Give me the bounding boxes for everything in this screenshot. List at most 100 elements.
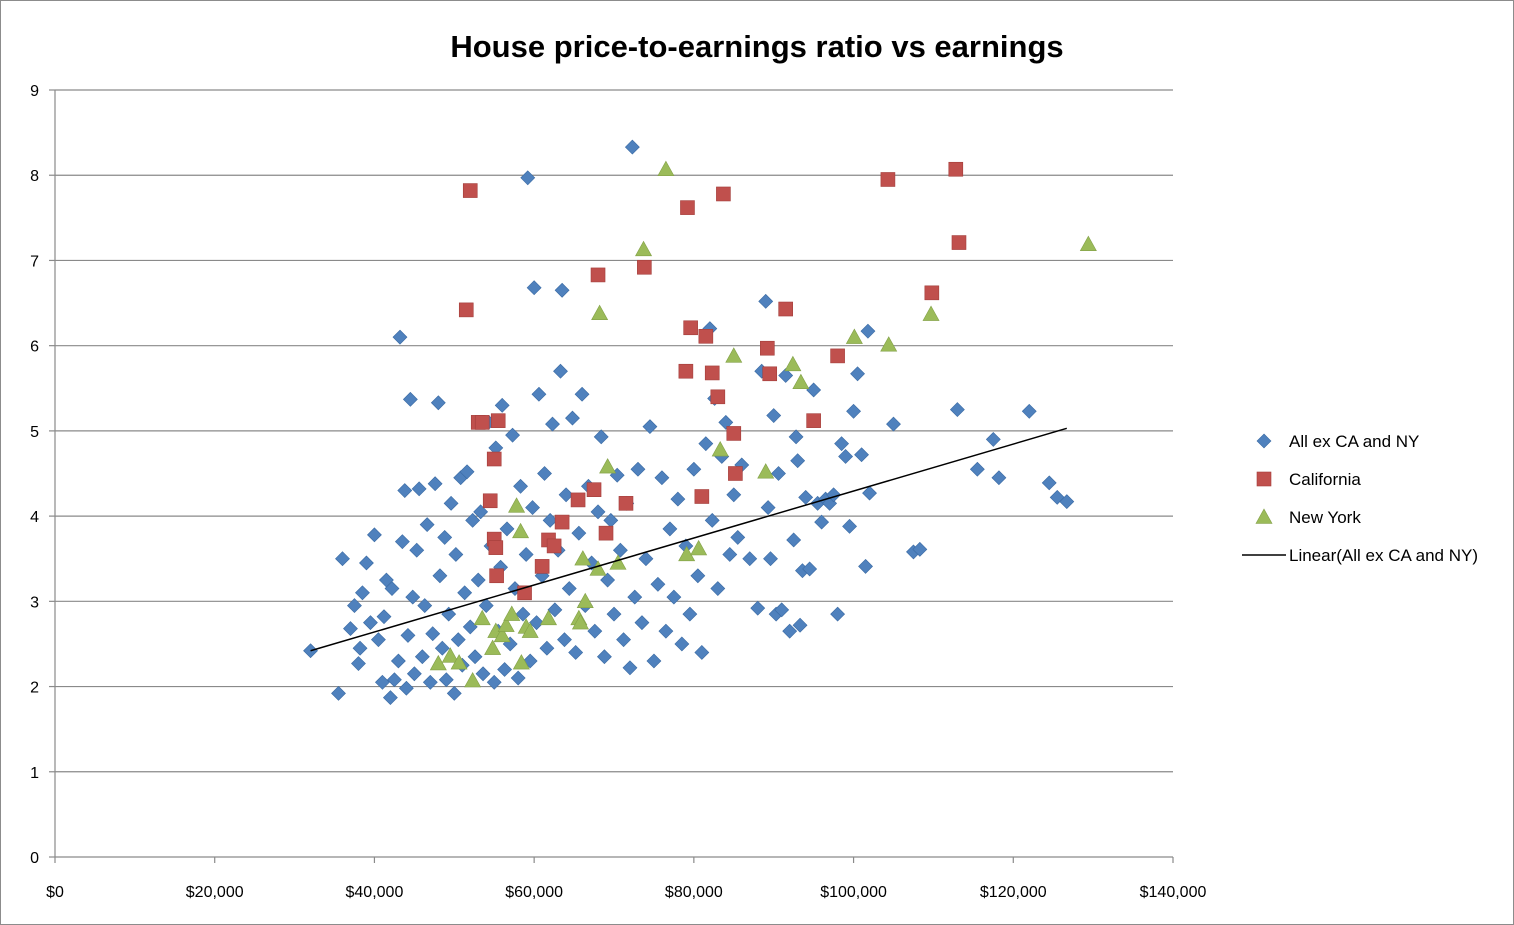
data-point-california xyxy=(948,161,964,177)
data-point-all-ex-ca-and-ny xyxy=(616,632,632,648)
data-point-all-ex-ca-and-ny xyxy=(343,621,358,637)
data-point-all-ex-ca-and-ny xyxy=(627,589,643,605)
data-point-all-ex-ca-and-ny xyxy=(384,581,400,596)
data-point-all-ex-ca-and-ny xyxy=(374,674,390,690)
data-point-all-ex-ca-and-ny xyxy=(662,521,678,537)
data-point-all-ex-ca-and-ny xyxy=(830,606,846,622)
data-point-new-york xyxy=(1079,235,1097,251)
data-point-all-ex-ca-and-ny xyxy=(406,666,422,682)
data-point-new-york xyxy=(690,539,708,556)
y-tick-label: 3 xyxy=(30,594,39,611)
data-point-all-ex-ca-and-ny xyxy=(465,512,481,528)
data-point-all-ex-ca-and-ny xyxy=(462,619,478,635)
data-point-new-york xyxy=(591,304,609,320)
data-point-all-ex-ca-and-ny xyxy=(475,666,491,682)
data-point-all-ex-ca-and-ny xyxy=(478,598,494,614)
data-point-california xyxy=(680,200,695,215)
data-point-california xyxy=(760,340,775,356)
data-point-all-ex-ca-and-ny xyxy=(446,685,462,701)
data-point-all-ex-ca-and-ny xyxy=(991,470,1007,486)
data-point-all-ex-ca-and-ny xyxy=(704,512,720,528)
data-point-all-ex-ca-and-ny xyxy=(402,391,418,407)
data-point-all-ex-ca-and-ny xyxy=(912,541,928,557)
data-point-all-ex-ca-and-ny xyxy=(860,323,876,339)
data-point-all-ex-ca-and-ny xyxy=(568,645,584,660)
data-point-all-ex-ca-and-ny xyxy=(450,632,466,648)
data-point-all-ex-ca-and-ny xyxy=(515,606,531,622)
data-point-new-york xyxy=(429,654,447,671)
data-point-all-ex-ca-and-ny xyxy=(459,464,475,480)
data-point-new-york xyxy=(508,497,526,513)
data-point-all-ex-ca-and-ny xyxy=(529,615,544,631)
data-point-all-ex-ca-and-ny xyxy=(593,429,609,445)
data-points xyxy=(303,139,1097,706)
data-point-all-ex-ca-and-ny xyxy=(790,453,806,469)
data-point-all-ex-ca-and-ny xyxy=(398,680,414,696)
data-point-all-ex-ca-and-ny xyxy=(467,649,483,665)
data-point-all-ex-ca-and-ny xyxy=(854,447,869,463)
data-point-california xyxy=(683,320,698,336)
data-point-all-ex-ca-and-ny xyxy=(838,449,854,464)
data-point-all-ex-ca-and-ny xyxy=(771,466,786,481)
data-point-new-york xyxy=(725,347,743,363)
data-point-all-ex-ca-and-ny xyxy=(547,602,563,618)
data-point-california xyxy=(880,172,896,187)
data-point-new-york xyxy=(571,614,589,630)
data-point-california xyxy=(830,348,845,364)
data-point-all-ex-ca-and-ny xyxy=(494,397,510,413)
data-point-new-york xyxy=(441,647,459,663)
data-point-california xyxy=(951,235,967,250)
data-point-all-ex-ca-and-ny xyxy=(347,598,362,614)
data-point-all-ex-ca-and-ny xyxy=(624,139,640,155)
data-point-all-ex-ca-and-ny xyxy=(587,623,603,639)
data-point-california xyxy=(637,259,652,275)
data-point-california xyxy=(924,285,940,301)
data-point-new-york xyxy=(493,626,511,643)
data-point-all-ex-ca-and-ny xyxy=(630,461,646,477)
data-point-all-ex-ca-and-ny xyxy=(1021,403,1037,419)
data-point-new-york xyxy=(497,616,515,632)
data-point-all-ex-ca-and-ny xyxy=(658,623,674,639)
data-point-california xyxy=(534,559,550,574)
data-point-all-ex-ca-and-ny xyxy=(434,640,450,656)
series-california xyxy=(458,161,967,601)
data-point-all-ex-ca-and-ny xyxy=(331,685,346,701)
data-point-all-ex-ca-and-ny xyxy=(686,461,702,477)
data-point-all-ex-ca-and-ny xyxy=(425,626,441,642)
data-point-all-ex-ca-and-ny xyxy=(650,576,666,592)
data-point-new-york xyxy=(540,609,558,626)
data-point-all-ex-ca-and-ny xyxy=(531,386,547,402)
data-point-all-ex-ca-and-ny xyxy=(553,363,568,379)
data-point-all-ex-ca-and-ny xyxy=(411,481,427,497)
legend-label: All ex CA and NY xyxy=(1289,432,1419,451)
legend-label: Linear(All ex CA and NY) xyxy=(1289,546,1478,565)
data-point-all-ex-ca-and-ny xyxy=(730,529,746,545)
data-point-new-york xyxy=(678,545,696,562)
data-point-all-ex-ca-and-ny xyxy=(414,649,430,665)
y-tick-label: 0 xyxy=(30,850,39,867)
data-point-california xyxy=(570,492,586,508)
data-point-new-york xyxy=(784,355,802,372)
x-axis-ticks: $0 $20,000 $40,000 $60,000 $80,000 $100,000 $1… xyxy=(46,857,1206,901)
data-point-california xyxy=(678,363,694,379)
data-point-california xyxy=(482,493,498,509)
data-point-new-york xyxy=(599,458,617,474)
data-point-all-ex-ca-and-ny xyxy=(443,495,459,511)
data-point-all-ex-ca-and-ny xyxy=(698,436,714,452)
data-point-california xyxy=(728,466,743,481)
data-point-new-york xyxy=(792,373,810,390)
data-point-all-ex-ca-and-ny xyxy=(565,410,580,426)
data-point-all-ex-ca-and-ny xyxy=(382,690,398,706)
data-point-california xyxy=(762,366,778,382)
data-point-new-york xyxy=(711,441,729,457)
data-point-all-ex-ca-and-ny xyxy=(806,382,822,398)
data-point-california xyxy=(458,302,474,318)
y-tick-label: 7 xyxy=(30,253,39,270)
data-point-california xyxy=(590,267,606,283)
y-tick-label: 2 xyxy=(30,680,39,697)
data-point-california xyxy=(694,489,710,504)
data-point-all-ex-ca-and-ny xyxy=(782,623,798,639)
data-point-all-ex-ca-and-ny xyxy=(842,518,858,534)
legend-item: New York xyxy=(1255,508,1361,527)
